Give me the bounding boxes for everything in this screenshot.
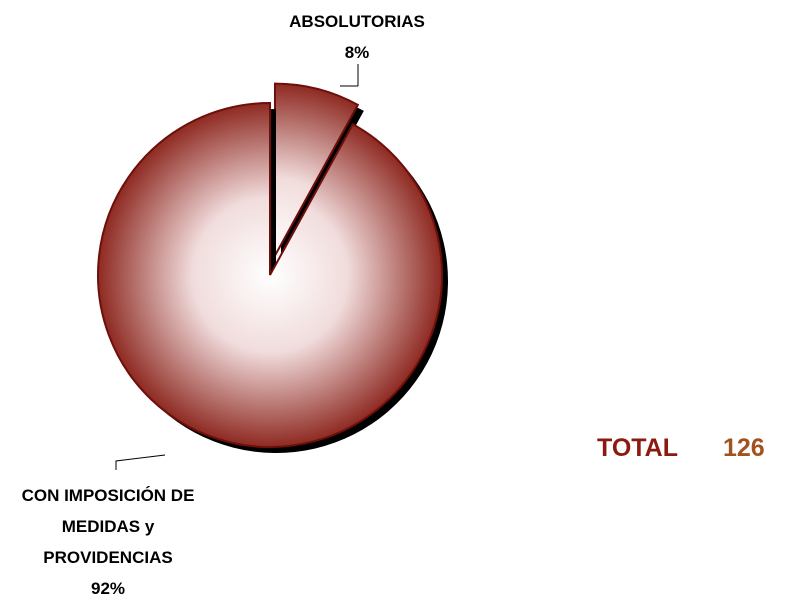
value-label: 8% [344,43,370,62]
leader-line [115,454,166,470]
category-label: CON IMPOSICIÓN DE MEDIDAS y PROVIDENCIAS [21,486,195,567]
pie-slice [97,101,443,448]
pie-slice [273,82,360,257]
total-label: TOTAL [597,434,679,462]
value-label: 92% [90,579,126,598]
category-label: ABSOLUTORIAS [289,12,425,31]
total-value: 126 [723,434,765,462]
